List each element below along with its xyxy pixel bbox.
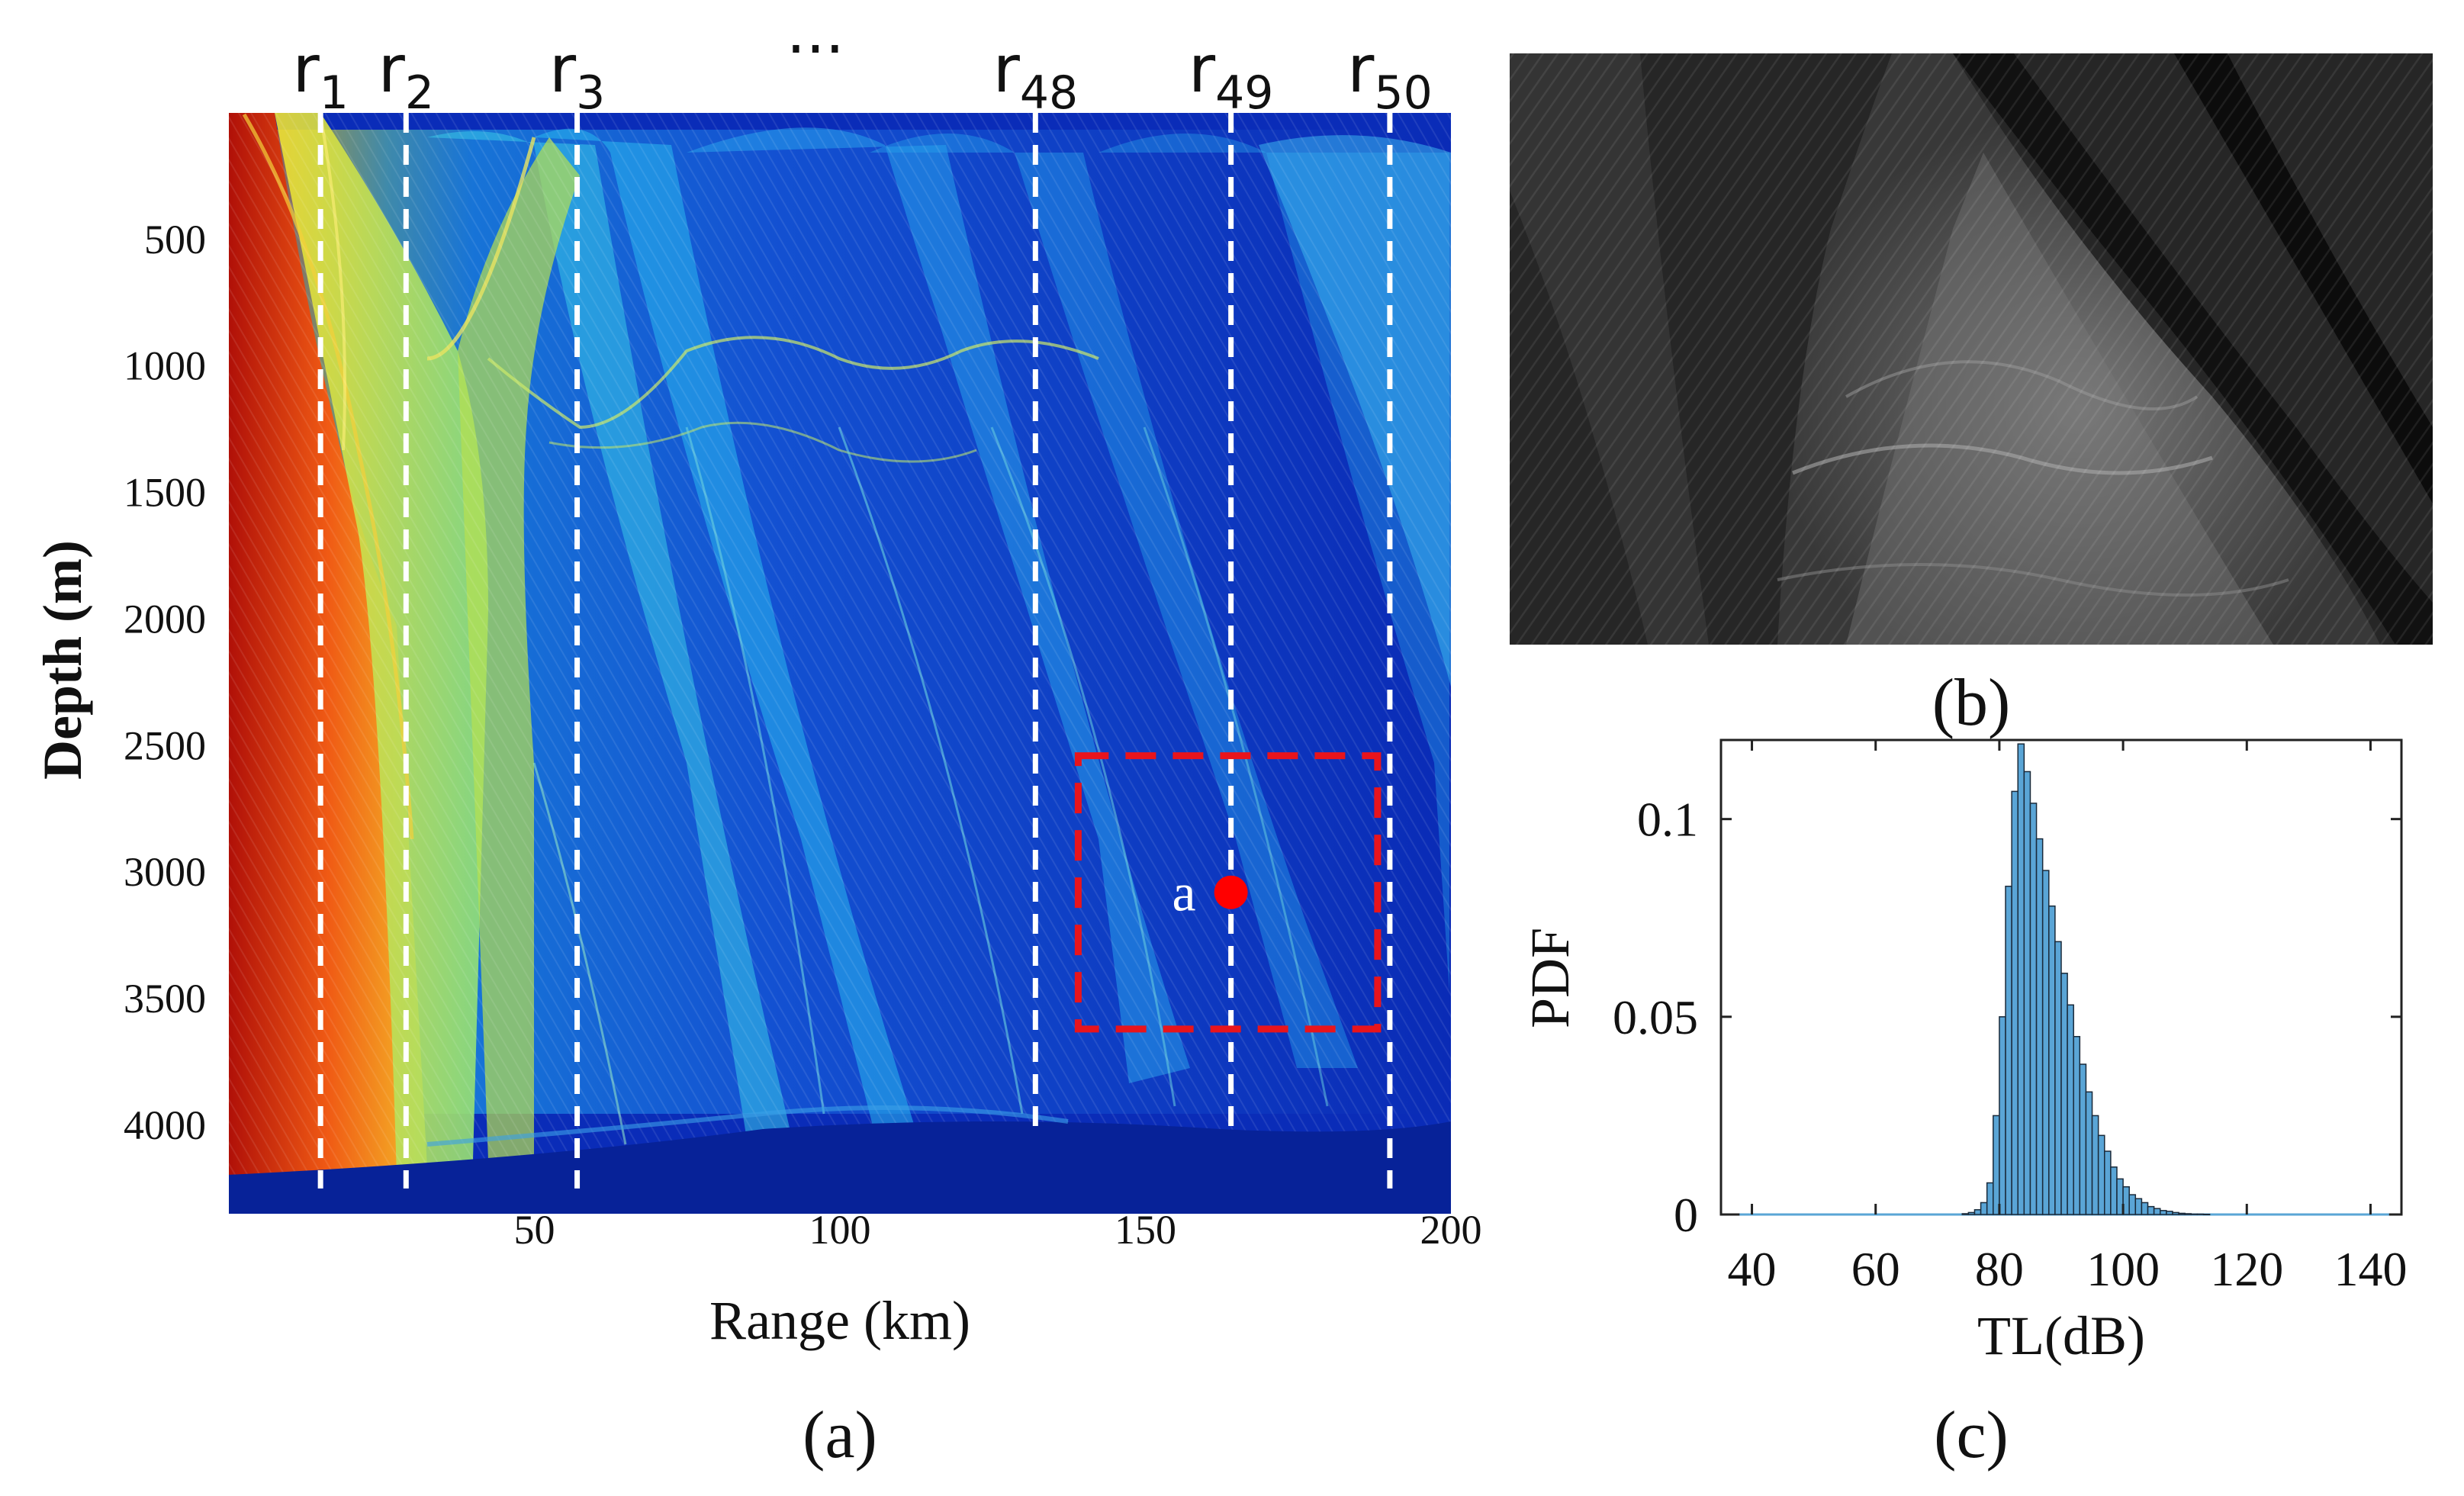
histogram-bar xyxy=(1999,1016,2006,1215)
panel-a-caption: (a) xyxy=(803,1398,877,1472)
y-tick-label: 0.05 xyxy=(1613,990,1698,1044)
y-tick-label: 2500 xyxy=(124,722,206,768)
histogram-bar xyxy=(2104,1150,2112,1215)
y-tick-label: 3500 xyxy=(124,976,206,1021)
histogram-bar xyxy=(2079,1063,2087,1215)
sound-field-heatmap xyxy=(229,113,1451,1214)
histogram-bar xyxy=(2202,1213,2211,1215)
histogram-bar xyxy=(2097,1134,2105,1215)
x-tick-label: 50 xyxy=(514,1207,555,1253)
range-label-r49: r49 xyxy=(1189,31,1274,120)
x-tick-label: 200 xyxy=(1420,1207,1482,1253)
x-tick-label: 100 xyxy=(809,1207,871,1253)
histogram-bar xyxy=(1973,1209,1982,1215)
histogram-bar xyxy=(2041,870,2050,1215)
histogram-bar xyxy=(2005,886,2012,1215)
histogram-bar xyxy=(2060,973,2068,1215)
y-tick-label: 2000 xyxy=(124,596,206,642)
panel-c-caption: (c) xyxy=(1934,1398,2009,1472)
panel-a: r1 r2 r3 r48 r49 r50 ··· a 50 100 150 200 500 1000 1… xyxy=(32,14,1482,1472)
histogram-bar xyxy=(2073,1036,2081,1215)
histogram-bar xyxy=(2029,803,2038,1215)
y-tick-label: 0 xyxy=(1674,1188,1698,1242)
x-tick-label: 80 xyxy=(1975,1242,2024,1296)
histogram-bar xyxy=(2017,743,2025,1215)
histogram-bar xyxy=(1980,1202,1988,1215)
histogram-bar xyxy=(2153,1208,2161,1215)
grayscale-image xyxy=(1510,53,2433,645)
y-tick-label: 1500 xyxy=(124,470,206,516)
histogram-bar xyxy=(1993,1115,2000,1215)
panel-a-axes: 50 100 150 200 500 1000 1500 2000 2500 3000 3500 40… xyxy=(124,217,1482,1253)
histogram-bar xyxy=(2091,1115,2099,1215)
histogram-bar xyxy=(2141,1202,2149,1215)
histogram-bar xyxy=(2178,1212,2186,1215)
panel-a-xlabel: Range (km) xyxy=(709,1290,970,1351)
histogram-bar xyxy=(2134,1198,2143,1215)
histogram-bars xyxy=(1739,743,2389,1216)
region-box xyxy=(1074,752,1382,1033)
panel-c-ylabel: PDF xyxy=(1520,928,1581,1028)
histogram-bar xyxy=(2035,838,2044,1215)
x-tick-label: 140 xyxy=(2334,1242,2407,1296)
y-tick-label: 1000 xyxy=(124,343,206,389)
histogram-bar xyxy=(2067,1004,2074,1215)
x-tick-label: 120 xyxy=(2210,1242,2283,1296)
y-tick-label: 500 xyxy=(144,217,206,262)
histogram-bar xyxy=(1967,1211,1976,1215)
x-tick-label: 150 xyxy=(1115,1207,1176,1253)
x-tick-label: 60 xyxy=(1851,1242,1900,1296)
histogram-bar xyxy=(2128,1194,2137,1215)
histogram-bar xyxy=(2110,1166,2118,1215)
range-label-r48: r48 xyxy=(992,31,1078,120)
histogram-bar xyxy=(1986,1182,1994,1215)
panel-c: 40 60 80 100 120 140 0 0.05 0.1 TL(dB) PDF (c) xyxy=(1520,738,2407,1472)
histogram-bar xyxy=(2054,941,2062,1215)
histogram-bar xyxy=(2147,1205,2155,1215)
histogram-bar xyxy=(2172,1211,2179,1215)
y-tick-label: 4000 xyxy=(124,1102,206,1148)
y-tick-label: 0.1 xyxy=(1637,793,1698,847)
histogram-bar xyxy=(2159,1210,2167,1215)
histogram-bar xyxy=(2166,1211,2173,1215)
histogram-bar xyxy=(2048,905,2056,1215)
panel-c-xlabel: TL(dB) xyxy=(1977,1305,2145,1366)
range-label-r2: r2 xyxy=(378,31,435,120)
ellipsis-label: ··· xyxy=(786,14,844,85)
panel-b: (b) xyxy=(1510,53,2433,740)
histogram-bar xyxy=(2085,1091,2093,1215)
panel-b-caption: (b) xyxy=(1932,666,2011,740)
range-label-r1: r1 xyxy=(292,31,349,120)
point-a-marker xyxy=(1214,875,1248,909)
range-label-r3: r3 xyxy=(549,31,606,120)
panel-c-axes: 40 60 80 100 120 140 0 0.05 0.1 xyxy=(1613,740,2407,1296)
panel-a-ylabel: Depth (m) xyxy=(32,540,93,780)
y-tick-label: 3000 xyxy=(124,849,206,895)
x-tick-label: 100 xyxy=(2086,1242,2160,1296)
histogram-bar xyxy=(2011,790,2018,1215)
x-tick-label: 40 xyxy=(1728,1242,1777,1296)
histogram-bar xyxy=(2023,771,2031,1215)
point-a-label: a xyxy=(1172,864,1196,923)
range-label-r50: r50 xyxy=(1347,31,1433,120)
